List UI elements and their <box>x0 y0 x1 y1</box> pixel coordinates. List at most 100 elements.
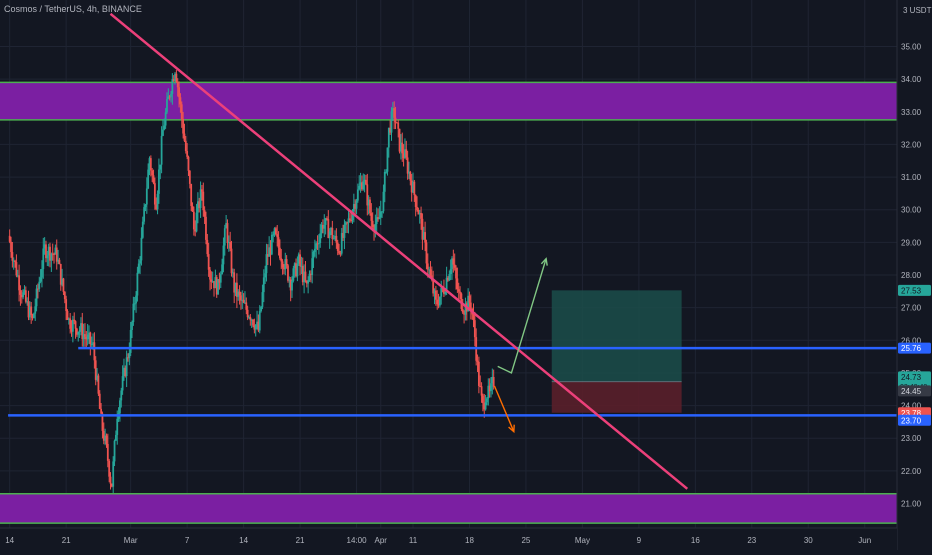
candle-body <box>369 199 371 214</box>
candle-body <box>305 280 308 284</box>
candle-body <box>194 229 197 232</box>
candle-body <box>235 282 238 297</box>
horizontal-levels[interactable] <box>8 346 897 417</box>
candle-body <box>266 254 269 257</box>
candle-body <box>268 247 271 257</box>
price-badge <box>898 385 931 397</box>
candle-body <box>366 184 369 206</box>
candle-body <box>408 171 410 174</box>
candle-body <box>58 259 61 264</box>
candle-body <box>128 352 131 359</box>
candle-body <box>443 289 445 294</box>
resistance-zones <box>0 81 897 524</box>
x-tick-label: 30 <box>804 536 813 545</box>
candle-body <box>473 320 476 338</box>
candle-body <box>417 209 420 215</box>
candle-body <box>386 147 389 172</box>
candle-body <box>387 127 390 148</box>
candle-body <box>8 235 11 242</box>
y-tick-label: 27.00 <box>901 304 922 313</box>
x-tick-label: 25 <box>521 536 530 545</box>
candle-body <box>410 180 413 193</box>
candle-body <box>105 435 108 444</box>
candle-body <box>356 189 359 201</box>
candle-body <box>315 243 318 249</box>
trend-line[interactable] <box>109 12 689 490</box>
candle-body <box>413 181 416 196</box>
candle-body <box>80 323 82 331</box>
candle-body <box>223 228 226 246</box>
candle-body <box>156 193 159 210</box>
candle-body <box>140 237 143 261</box>
candle-body <box>214 277 217 289</box>
candle-body <box>291 280 293 291</box>
candle-body <box>113 440 116 462</box>
candle-body <box>51 253 54 255</box>
candle-body <box>432 279 435 294</box>
long-position-tool[interactable] <box>551 290 682 413</box>
projection-arrow <box>493 385 515 432</box>
candle-body <box>10 241 12 253</box>
candle-body <box>74 321 77 329</box>
candle-body <box>313 248 316 252</box>
candle-body <box>269 247 272 255</box>
candle-body <box>159 164 162 170</box>
candle-body <box>272 234 275 236</box>
candle-body <box>244 302 246 304</box>
y-tick-label: 34.00 <box>901 75 922 84</box>
candle-body <box>73 319 76 322</box>
projection-arrow <box>497 258 547 374</box>
projection-arrows[interactable] <box>493 257 548 434</box>
candle-body <box>459 291 461 294</box>
candle-body <box>163 125 166 130</box>
candle-body <box>160 135 163 165</box>
candle-body <box>108 460 111 477</box>
candle-body <box>476 360 479 362</box>
candle-body <box>344 222 347 225</box>
candle-body <box>292 268 295 281</box>
candle-body <box>176 81 179 88</box>
candle-body <box>66 311 69 320</box>
stop-zone <box>551 381 682 413</box>
candle-body <box>279 247 281 259</box>
x-tick-label: 14:00 <box>347 536 368 545</box>
candle-body <box>101 413 104 431</box>
y-tick-label: 32.00 <box>901 140 922 149</box>
candle-body <box>203 210 206 217</box>
candle-body <box>332 238 335 240</box>
candle-body <box>97 375 100 394</box>
price-badge <box>898 342 931 354</box>
candle-body <box>323 224 326 229</box>
candle-body <box>270 234 273 255</box>
candle-body <box>213 281 215 289</box>
candle-body <box>280 258 283 262</box>
candle-body <box>406 157 409 174</box>
candle-body <box>61 278 64 285</box>
candle-body <box>162 129 164 136</box>
candle-body <box>378 217 381 220</box>
candle-body <box>398 128 401 152</box>
y-tick-label: 33.00 <box>901 108 922 117</box>
candle-body <box>144 204 147 208</box>
candle-body <box>249 317 252 321</box>
candle-body <box>50 253 53 261</box>
candle-body <box>401 142 404 154</box>
candle-body <box>336 242 339 251</box>
candle-body <box>225 223 228 229</box>
candle-body <box>464 303 467 315</box>
candle-body <box>461 309 464 313</box>
candle-body <box>308 273 311 281</box>
candle-body <box>316 243 319 245</box>
candle-body <box>132 303 135 323</box>
candle-body <box>242 299 245 303</box>
price-badge-label: 24.73 <box>901 373 922 382</box>
candle-body <box>125 357 128 377</box>
candle-body <box>472 314 475 321</box>
x-tick-label: 21 <box>62 536 71 545</box>
candle-body <box>54 247 57 255</box>
candle-body <box>350 220 353 222</box>
candle-body <box>164 112 167 126</box>
